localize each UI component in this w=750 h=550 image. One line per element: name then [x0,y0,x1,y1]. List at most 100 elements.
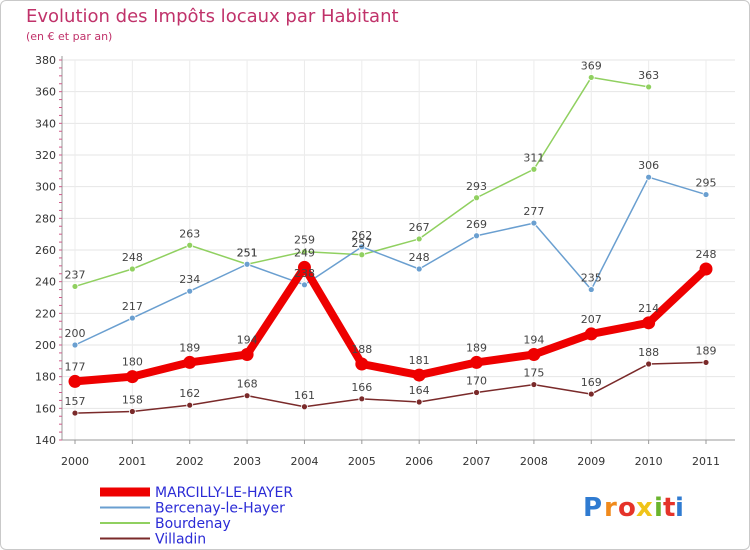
data-label-bourdenay: 311 [523,151,544,164]
data-point-villadin [128,408,136,415]
data-point-marcilly-le-hayer [125,370,139,384]
data-label-villadin: 188 [638,346,659,359]
data-label-bourdenay: 267 [409,221,430,234]
data-label-marcilly-le-hayer: 214 [638,302,659,315]
data-point-villadin [301,403,308,411]
data-label-bourdenay: 363 [638,69,659,82]
data-point-villadin [530,381,538,388]
data-label-bourdenay: 248 [122,251,143,264]
data-point-bourdenay [128,265,136,273]
series-line-villadin [74,361,707,414]
data-point-bercenay-le-hayer [358,243,366,251]
legend-label-bercenay-le-hayer: Bercenay-le-Hayer [155,501,285,517]
data-label-marcilly-le-hayer: 180 [122,356,143,369]
data-label-bourdenay: 257 [351,237,372,250]
data-label-villadin: 170 [466,375,487,388]
logo-letter: t [663,493,675,523]
y-tick-label: 180 [35,371,56,384]
x-tick-label: 2009 [577,455,605,468]
data-label-marcilly-le-hayer: 188 [351,343,372,356]
data-point-marcilly-le-hayer [412,368,426,382]
data-point-villadin [702,359,710,366]
data-label-villadin: 175 [523,367,544,380]
data-point-villadin [415,398,423,406]
x-tick-label: 2011 [692,455,720,468]
y-tick-label: 200 [35,339,56,352]
x-tick-label: 2008 [520,455,548,468]
data-point-bourdenay [415,235,423,243]
data-label-bourdenay: 259 [294,234,315,247]
x-tick-label: 2007 [463,455,491,468]
data-label-marcilly-le-hayer: 189 [466,341,487,354]
x-tick-label: 2004 [290,455,318,468]
data-point-marcilly-le-hayer [297,260,311,274]
data-label-marcilly-le-hayer: 248 [696,248,717,261]
data-label-villadin: 162 [179,387,200,400]
y-tick-label: 340 [35,117,56,130]
data-point-bercenay-le-hayer [243,260,251,268]
y-tick-label: 380 [35,54,56,67]
data-label-villadin: 157 [65,395,86,408]
y-tick-label: 240 [35,276,56,289]
x-tick-label: 2002 [176,455,204,468]
data-point-bercenay-le-hayer [301,281,308,289]
axis-layer: 140 160 180 200 220 240 260 280 300 320 340 360 380 2… [35,54,735,468]
y-tick-label: 300 [35,181,56,194]
legend-label-bourdenay: Bourdenay [155,516,231,532]
y-tick-label: 220 [35,307,56,320]
series-layer [68,74,713,417]
legend: MARCILLY-LE-HAYERBercenay-le-HayerBourde… [100,485,293,548]
data-label-marcilly-le-hayer: 177 [65,360,86,373]
data-label-marcilly-le-hayer: 194 [523,334,544,347]
y-tick-label: 260 [35,244,56,257]
x-tick-label: 2005 [348,455,376,468]
data-label-marcilly-le-hayer: 207 [581,313,602,326]
data-point-bourdenay [645,83,653,91]
chart-subtitle: (en € et par an) [26,30,112,43]
data-point-bercenay-le-hayer [415,265,423,273]
data-point-bercenay-le-hayer [702,191,710,198]
data-label-bercenay-le-hayer: 248 [409,251,430,264]
data-point-bercenay-le-hayer [587,286,595,293]
data-point-villadin [186,401,194,409]
logo-letter: r [604,493,617,523]
data-label-villadin: 169 [581,376,602,389]
y-tick-label: 320 [35,149,56,162]
data-point-bourdenay [530,165,538,173]
x-tick-label: 2000 [61,455,89,468]
data-label-marcilly-le-hayer: 181 [409,354,430,367]
data-label-bourdenay: 293 [466,180,487,193]
x-tick-label: 2010 [635,455,663,468]
y-tick-label: 360 [35,86,56,99]
data-label-bourdenay: 263 [179,227,200,240]
data-point-bourdenay [358,251,366,259]
data-point-villadin [645,360,653,368]
data-point-villadin [71,409,79,417]
y-tick-label: 280 [35,212,56,225]
data-label-bercenay-le-hayer: 277 [523,205,544,218]
data-point-marcilly-le-hayer [642,316,656,330]
data-label-villadin: 161 [294,389,315,402]
data-point-bourdenay [473,194,480,202]
data-label-bourdenay: 251 [237,246,258,259]
data-point-marcilly-le-hayer [240,348,254,361]
x-tick-label: 2003 [233,455,261,468]
data-point-bercenay-le-hayer [530,219,538,227]
data-point-bourdenay [71,283,79,290]
data-point-marcilly-le-hayer [183,355,197,369]
series-line-marcilly-le-hayer [71,263,710,386]
data-label-villadin: 158 [122,394,143,407]
data-point-marcilly-le-hayer [527,348,541,361]
data-point-bercenay-le-hayer [645,173,653,181]
data-label-villadin: 189 [696,344,717,357]
data-point-marcilly-le-hayer [68,374,82,388]
data-label-bercenay-le-hayer: 251 [237,246,258,259]
data-point-bourdenay [186,241,194,249]
data-label-bercenay-le-hayer: 295 [696,177,717,190]
data-label-villadin: 168 [237,378,258,391]
data-point-bercenay-le-hayer [71,341,79,349]
legend-label-villadin: Villadin [155,532,206,548]
data-label-marcilly-le-hayer: 194 [237,334,258,347]
